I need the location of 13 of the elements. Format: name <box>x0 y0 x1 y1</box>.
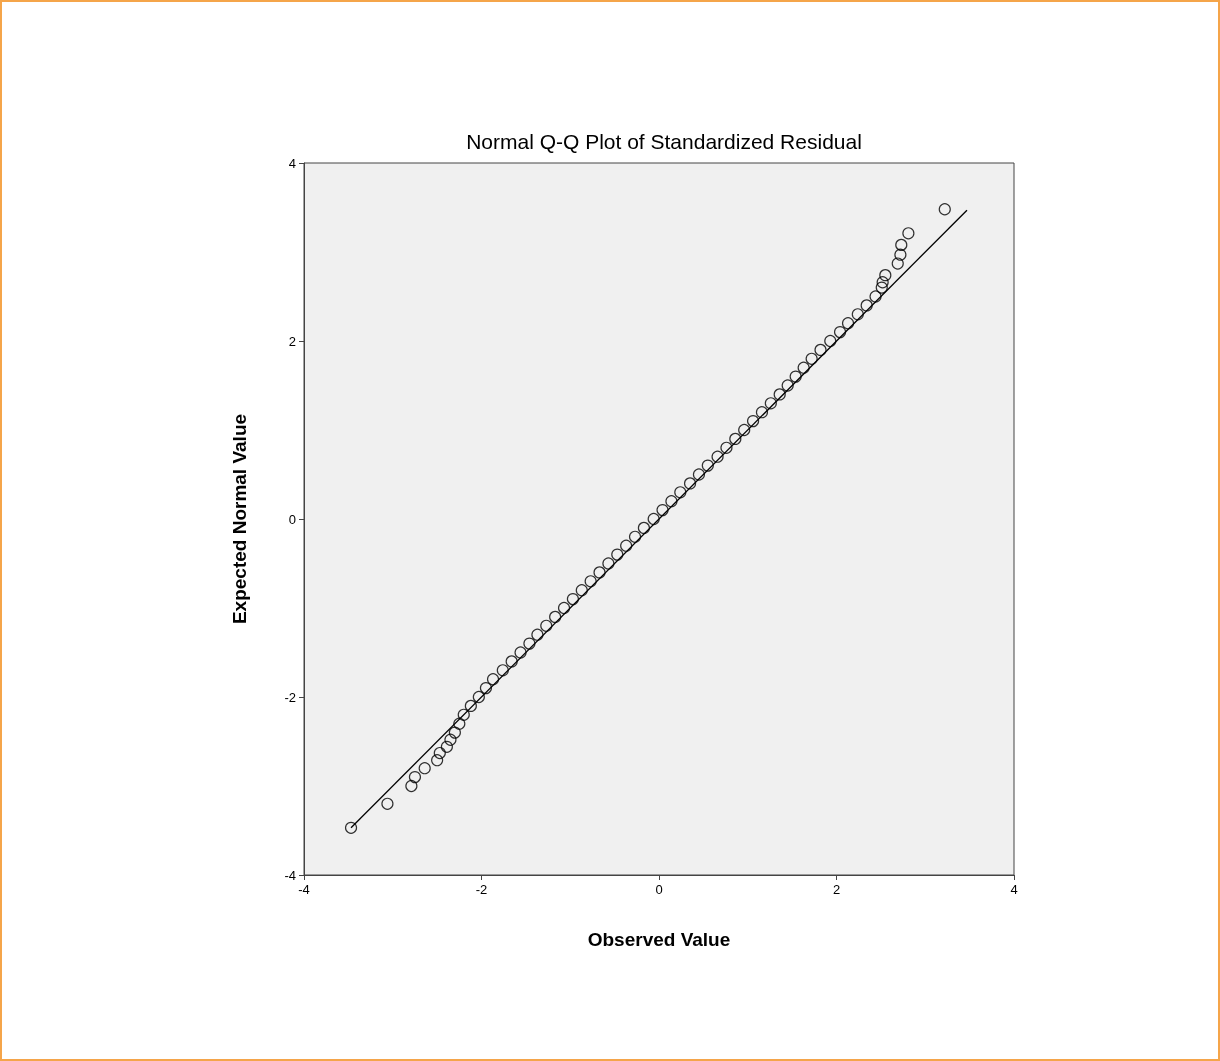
y-axis-title: Expected Normal Value <box>229 413 250 625</box>
x-tick-label: 2 <box>832 882 841 897</box>
y-tick-label: 4 <box>288 155 296 171</box>
x-tick-label: -4 <box>298 882 310 897</box>
y-tick-label: -4 <box>284 867 296 883</box>
chart-title: Normal Q-Q Plot of Standardized Residual <box>466 130 862 153</box>
x-tick-label: -2 <box>475 882 488 897</box>
x-axis-title: Observed Value <box>587 929 731 950</box>
y-tick-label: 2 <box>288 333 296 349</box>
y-tick-label: -2 <box>284 689 296 705</box>
y-tick-label: 0 <box>288 511 296 527</box>
x-tick-label: 0 <box>655 882 663 897</box>
x-tick-label: 4 <box>1010 882 1018 897</box>
